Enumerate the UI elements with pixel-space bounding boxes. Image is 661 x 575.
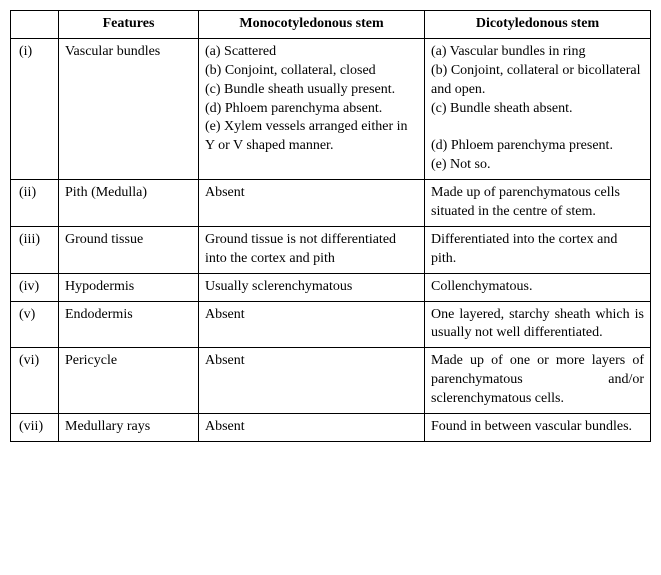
monocot-cell: Absent (199, 414, 425, 442)
table-row: (v)EndodermisAbsentOne layered, starchy … (11, 301, 651, 348)
feature-cell: Pith (Medulla) (59, 180, 199, 227)
dicot-cell: (a) Vascular bundles in ring (b) Conjoin… (425, 38, 651, 179)
feature-cell: Ground tissue (59, 226, 199, 273)
dicot-cell: Made up of one or more layers of parench… (425, 348, 651, 414)
row-index: (ii) (11, 180, 59, 227)
feature-cell: Vascular bundles (59, 38, 199, 179)
row-index: (i) (11, 38, 59, 179)
monocot-cell: Usually sclerenchymatous (199, 273, 425, 301)
header-dicot: Dicotyledonous stem (425, 11, 651, 39)
header-monocot: Monocotyledonous stem (199, 11, 425, 39)
table-row: (vi)PericycleAbsentMade up of one or mor… (11, 348, 651, 414)
dicot-cell: Found in between vascular bundles. (425, 414, 651, 442)
monocot-cell: Absent (199, 301, 425, 348)
header-features: Features (59, 11, 199, 39)
table-header-row: Features Monocotyledonous stem Dicotyled… (11, 11, 651, 39)
feature-cell: Medullary rays (59, 414, 199, 442)
dicot-cell: Made up of parenchymatous cells situated… (425, 180, 651, 227)
comparison-table: Features Monocotyledonous stem Dicotyled… (10, 10, 651, 442)
feature-cell: Hypodermis (59, 273, 199, 301)
row-index: (iv) (11, 273, 59, 301)
table-row: (iii)Ground tissueGround tissue is not d… (11, 226, 651, 273)
row-index: (iii) (11, 226, 59, 273)
monocot-cell: Absent (199, 348, 425, 414)
dicot-cell: Collenchymatous. (425, 273, 651, 301)
header-blank (11, 11, 59, 39)
table-body: (i)Vascular bundles(a) Scattered (b) Con… (11, 38, 651, 441)
row-index: (vi) (11, 348, 59, 414)
dicot-cell: One layered, starchy sheath which is usu… (425, 301, 651, 348)
table-row: (iv)HypodermisUsually sclerenchymatousCo… (11, 273, 651, 301)
table-row: (i)Vascular bundles(a) Scattered (b) Con… (11, 38, 651, 179)
monocot-cell: Absent (199, 180, 425, 227)
feature-cell: Pericycle (59, 348, 199, 414)
table-row: (vii)Medullary raysAbsentFound in betwee… (11, 414, 651, 442)
monocot-cell: (a) Scattered (b) Conjoint, collateral, … (199, 38, 425, 179)
feature-cell: Endodermis (59, 301, 199, 348)
table-row: (ii)Pith (Medulla)AbsentMade up of paren… (11, 180, 651, 227)
row-index: (vii) (11, 414, 59, 442)
row-index: (v) (11, 301, 59, 348)
monocot-cell: Ground tissue is not differentiated into… (199, 226, 425, 273)
dicot-cell: Differentiated into the cortex and pith. (425, 226, 651, 273)
